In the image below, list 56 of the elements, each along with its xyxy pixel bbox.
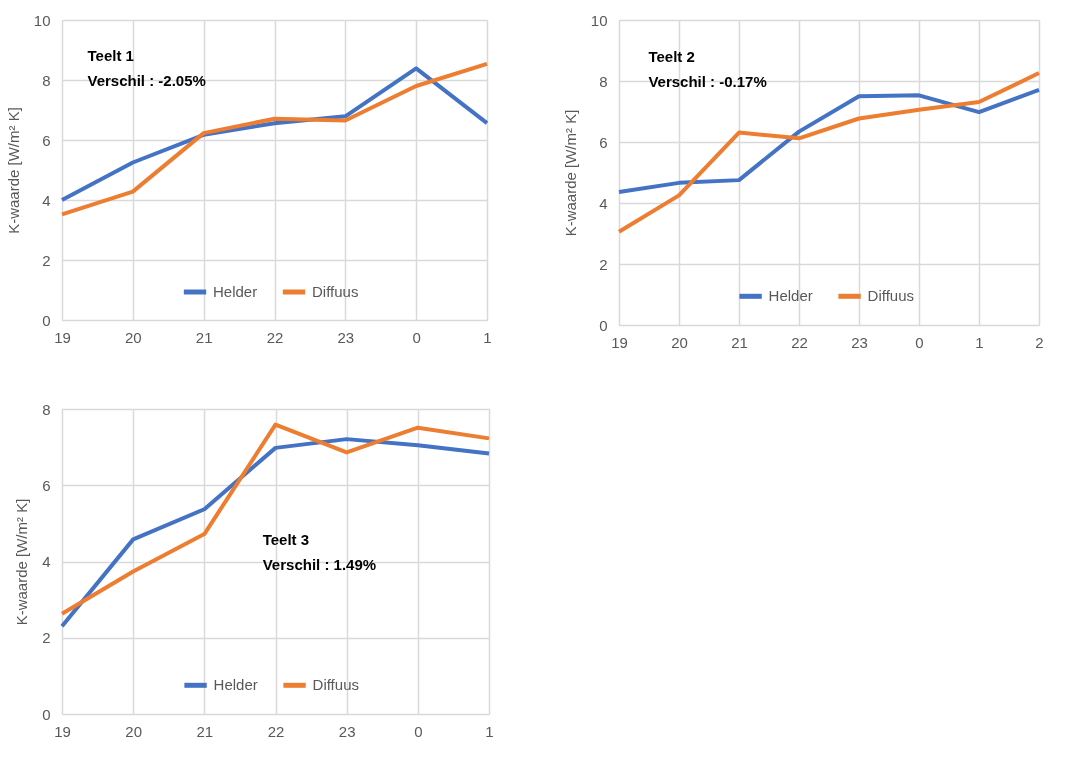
- annotation: Verschil : -2.05%: [87, 72, 206, 89]
- x-tick-label: 19: [54, 328, 71, 346]
- x-tick-label: 20: [671, 333, 688, 351]
- x-tick-label: 20: [124, 328, 142, 346]
- x-tick-label: 21: [196, 722, 214, 740]
- annotation: Teelt 3: [262, 531, 310, 549]
- y-tick-label: 8: [599, 72, 608, 90]
- y-axis-title: K-waarde [W/m² K]: [13, 498, 31, 626]
- legend-label: Diffuus: [312, 283, 359, 300]
- y-tick-label: 8: [42, 71, 51, 89]
- x-tick-label: 0: [412, 328, 421, 346]
- x-tick-label: 22: [266, 328, 284, 346]
- x-tick-label: 23: [337, 328, 355, 346]
- x-tick-label: 1: [975, 333, 984, 351]
- legend-label: Helder: [768, 287, 813, 305]
- x-tick-label: 22: [791, 333, 808, 351]
- x-tick-label: 1: [485, 722, 494, 740]
- y-tick-label: 2: [42, 629, 51, 647]
- y-tick-label: 10: [590, 11, 608, 29]
- legend-label: Helder: [213, 676, 258, 694]
- y-tick-label: 6: [599, 133, 608, 151]
- y-tick-label: 2: [599, 255, 608, 273]
- y-axis-title: K-waarde [W/m² K]: [4, 107, 22, 234]
- x-tick-label: 19: [611, 333, 628, 351]
- x-tick-label: 21: [195, 328, 213, 346]
- y-tick-label: 6: [42, 476, 51, 494]
- y-tick-label: 0: [599, 316, 608, 334]
- x-tick-label: 23: [338, 722, 356, 740]
- annotation: Teelt 1: [87, 47, 134, 64]
- annotation: Teelt 2: [648, 47, 695, 65]
- annotation: Verschil : -0.17%: [648, 72, 767, 90]
- x-tick-label: 1: [483, 328, 492, 346]
- y-tick-label: 2: [42, 251, 51, 269]
- legend-label: Diffuus: [867, 287, 915, 305]
- y-tick-label: 4: [42, 191, 51, 209]
- y-axis-title: K-waarde [W/m² K]: [561, 109, 579, 237]
- legend-label: Diffuus: [312, 676, 359, 694]
- y-tick-label: 6: [42, 131, 51, 149]
- y-tick-label: 0: [42, 311, 51, 329]
- y-tick-label: 4: [599, 194, 608, 212]
- x-tick-label: 19: [54, 722, 71, 740]
- x-tick-label: 0: [915, 333, 924, 351]
- annotation: Verschil : 1.49%: [262, 556, 377, 574]
- line-series: [617, 71, 1041, 234]
- x-tick-label: 2: [1035, 333, 1044, 351]
- y-tick-label: 4: [42, 553, 51, 570]
- x-tick-label: 21: [731, 333, 748, 351]
- legend-label: Helder: [213, 283, 258, 300]
- x-tick-label: 0: [414, 722, 423, 740]
- y-tick-label: 0: [42, 705, 51, 723]
- x-tick-label: 22: [267, 722, 285, 740]
- line-series: [617, 87, 1041, 195]
- y-tick-label: 10: [33, 11, 51, 29]
- x-tick-label: 23: [851, 333, 868, 351]
- x-tick-label: 20: [125, 722, 143, 740]
- y-tick-label: 8: [42, 400, 51, 418]
